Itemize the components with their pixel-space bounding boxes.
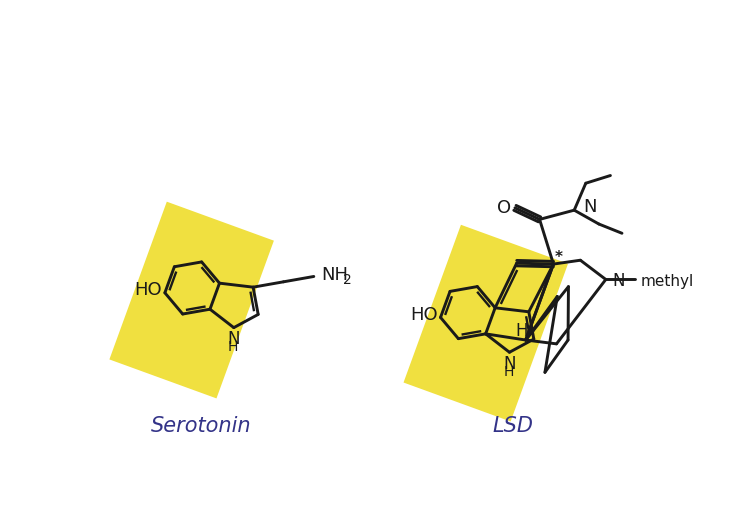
Text: N: N — [228, 330, 240, 348]
Text: O: O — [497, 199, 511, 217]
Text: H: H — [515, 322, 528, 340]
Text: H: H — [504, 365, 514, 379]
Text: HO: HO — [134, 281, 162, 300]
Text: LSD: LSD — [492, 417, 533, 436]
Text: *: * — [555, 250, 563, 265]
Text: 2: 2 — [343, 274, 352, 287]
Polygon shape — [110, 202, 274, 398]
Text: N: N — [503, 355, 515, 373]
Text: H: H — [228, 340, 238, 354]
Text: NH: NH — [321, 266, 348, 284]
Text: N: N — [583, 198, 597, 216]
Text: *: * — [527, 326, 535, 341]
Polygon shape — [404, 225, 568, 421]
Text: Serotonin: Serotonin — [150, 417, 251, 436]
Text: methyl: methyl — [640, 274, 694, 289]
Text: N: N — [612, 272, 624, 290]
Text: HO: HO — [410, 306, 437, 324]
